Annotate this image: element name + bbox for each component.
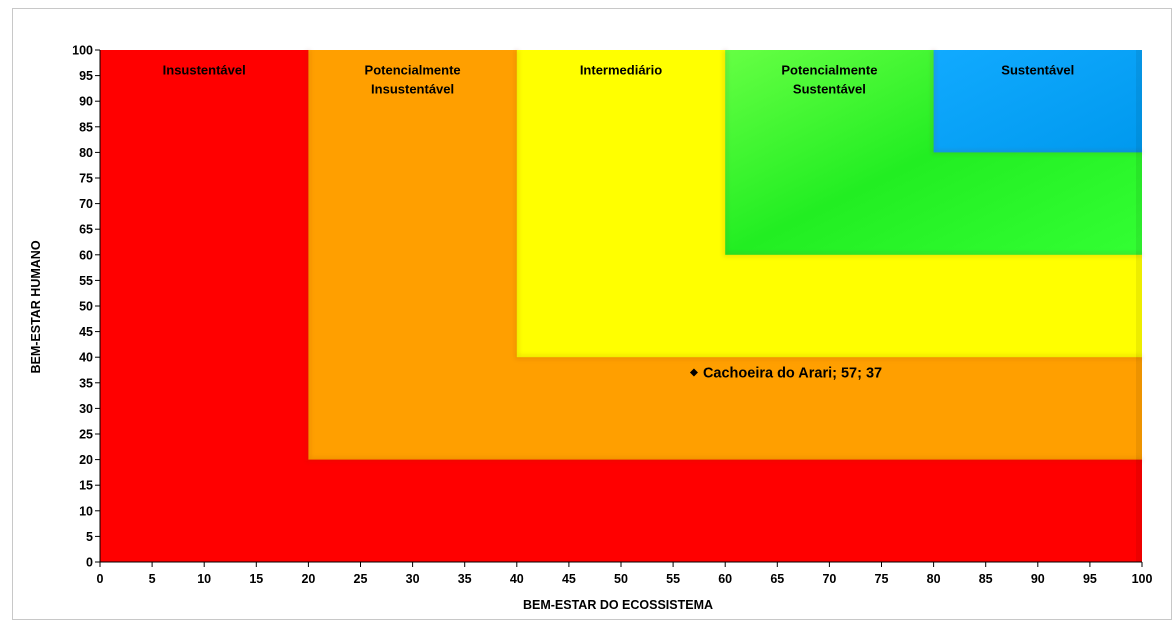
x-tick-label: 40: [510, 572, 524, 586]
x-axis-title: BEM-ESTAR DO ECOSSISTEMA: [523, 598, 713, 612]
zone-label-4: Potencialmente Sustentável: [781, 62, 877, 96]
y-tick-label: 55: [79, 274, 93, 288]
y-tick-label: 5: [86, 530, 93, 544]
chart-frame: Insustentável Potencialmente Insustentável…: [12, 8, 1172, 620]
y-tick-label: 25: [79, 428, 93, 442]
y-tick-label: 90: [79, 95, 93, 109]
x-tick-label: 25: [354, 572, 368, 586]
data-point-label: Cachoeira do Arari; 57; 37: [703, 366, 882, 382]
zone-label-3: Intermediário: [580, 62, 662, 77]
points-layer: Cachoeira do Arari; 57; 37: [689, 366, 882, 382]
zone-label-1: Insustentável: [163, 62, 246, 77]
x-tick-label: 0: [97, 572, 104, 586]
x-tick-label: 85: [979, 572, 993, 586]
x-tick-label: 90: [1031, 572, 1045, 586]
x-tick-label: 15: [249, 572, 263, 586]
y-tick-label: 35: [79, 376, 93, 390]
x-tick-label: 30: [406, 572, 420, 586]
y-tick-label: 15: [79, 479, 93, 493]
zone-label-2: Potencialmente Insustentável: [365, 62, 461, 96]
y-tick-label: 20: [79, 453, 93, 467]
zone-5-edge-shadow: [932, 50, 1142, 154]
y-tick-label: 60: [79, 248, 93, 262]
x-tick-label: 20: [301, 572, 315, 586]
y-tick-label: 30: [79, 402, 93, 416]
x-tick-label: 75: [875, 572, 889, 586]
plot-right-edge: [1136, 50, 1142, 562]
x-tick-label: 100: [1132, 572, 1153, 586]
sustainability-barometer-chart: Insustentável Potencialmente Insustentável…: [29, 44, 1152, 613]
zone-5-region: [933, 50, 1142, 153]
axes-layer: 0510152025303540455055606570758085909510…: [72, 44, 1152, 587]
y-tick-label: 0: [86, 556, 93, 570]
y-tick-label: 85: [79, 120, 93, 134]
x-tick-label: 70: [822, 572, 836, 586]
x-tick-label: 10: [197, 572, 211, 586]
zones-layer: [100, 50, 1142, 562]
zone-labels-layer: Insustentável Potencialmente Insustentável…: [163, 62, 1075, 96]
x-tick-label: 80: [927, 572, 941, 586]
x-tick-label: 35: [458, 572, 472, 586]
y-tick-label: 50: [79, 300, 93, 314]
y-tick-label: 10: [79, 504, 93, 518]
x-tick-label: 60: [718, 572, 732, 586]
x-tick-label: 55: [666, 572, 680, 586]
y-tick-label: 45: [79, 325, 93, 339]
x-tick-label: 65: [770, 572, 784, 586]
x-tick-label: 5: [149, 572, 156, 586]
x-tick-label: 95: [1083, 572, 1097, 586]
x-tick-label: 50: [614, 572, 628, 586]
x-tick-label: 45: [562, 572, 576, 586]
y-tick-label: 40: [79, 351, 93, 365]
y-axis-title: BEM-ESTAR HUMANO: [29, 240, 43, 373]
y-tick-label: 65: [79, 223, 93, 237]
y-tick-label: 80: [79, 146, 93, 160]
zone-label-5: Sustentável: [1001, 62, 1074, 77]
data-point-marker: [689, 368, 698, 377]
y-tick-label: 75: [79, 172, 93, 186]
y-tick-label: 100: [72, 44, 93, 58]
y-tick-label: 70: [79, 197, 93, 211]
zone-3-edge-shadow: [515, 50, 1142, 359]
y-tick-label: 95: [79, 69, 93, 83]
zone-2-edge-shadow: [306, 50, 1142, 462]
zone-4-edge-shadow: [723, 50, 1142, 257]
